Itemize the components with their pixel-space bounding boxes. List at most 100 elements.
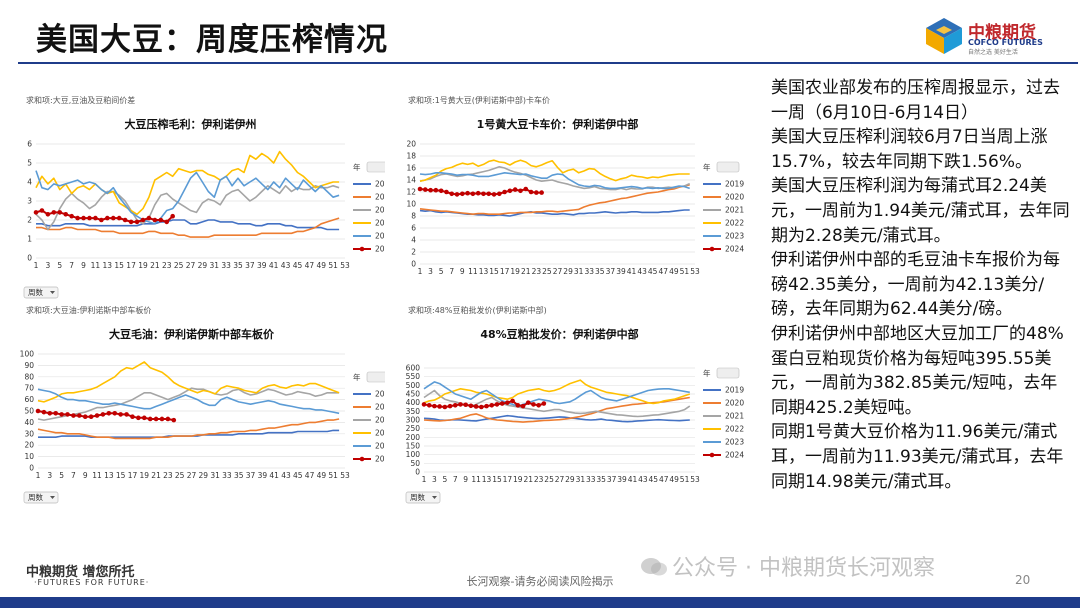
series-point-2024	[110, 215, 116, 221]
series-point-2024	[432, 403, 437, 409]
y-tick-label: 60	[24, 395, 34, 404]
legend-marker	[359, 456, 365, 462]
series-point-2024	[463, 402, 468, 408]
legend-filter-icon	[716, 161, 740, 173]
series-point-2024	[502, 189, 507, 195]
series-point-2024	[93, 215, 98, 221]
x-tick-label: 13	[479, 267, 489, 276]
week-filter-box	[405, 491, 441, 504]
legend-label: 2021	[375, 206, 385, 215]
series-point-2024	[505, 400, 510, 405]
page-title: 美国大豆：周度压榨情况	[36, 22, 388, 58]
series-line-2022	[37, 361, 340, 403]
legend-label: 2021	[725, 206, 744, 215]
series-point-2024	[94, 413, 100, 418]
y-tick-label: 0	[29, 464, 34, 473]
x-tick-label: 9	[81, 261, 86, 270]
x-tick-label: 47	[305, 261, 315, 270]
series-point-2024	[486, 191, 492, 197]
wechat-icon	[641, 558, 667, 576]
series-point-2024	[444, 189, 449, 195]
x-tick-label: 41	[627, 267, 637, 276]
x-tick-label: 9	[460, 267, 465, 276]
commentary-paragraph: 伊利诺伊州中部地区大豆加工厂的48%蛋白豆粕现货价格为每短吨395.55美元，一…	[771, 323, 1064, 418]
series-point-2024	[147, 416, 153, 422]
x-tick-label: 1	[418, 267, 423, 276]
x-tick-label: 41	[269, 471, 279, 480]
series-point-2024	[41, 409, 47, 415]
legend-filter-icon	[366, 371, 385, 383]
legend-title: 年	[353, 372, 361, 382]
series-point-2024	[158, 217, 164, 223]
x-tick-label: 43	[281, 261, 291, 270]
y-tick-label: 3	[27, 197, 32, 206]
series-point-2024	[153, 416, 159, 422]
series-point-2024	[69, 213, 74, 219]
x-tick-label: 13	[482, 475, 492, 484]
series-point-2024	[475, 190, 481, 196]
legend-marker	[709, 246, 715, 252]
risk-disclaimer: 长河观察-请务必阅读风险揭示	[466, 575, 614, 588]
x-tick-label: 23	[162, 261, 172, 270]
series-point-2024	[520, 403, 526, 409]
y-tick-label: 4	[27, 178, 32, 187]
x-tick-label: 5	[59, 471, 64, 480]
series-point-2024	[47, 410, 53, 416]
series-point-2024	[65, 412, 70, 417]
series-point-2024	[33, 210, 39, 215]
week-filter-box	[23, 491, 59, 504]
x-tick-label: 31	[574, 267, 584, 276]
series-point-2024	[77, 413, 82, 418]
y-tick-label: 0	[415, 468, 420, 477]
x-tick-label: 33	[222, 471, 232, 480]
week-filter-button[interactable]: 周数	[23, 286, 59, 299]
series-point-2024	[51, 210, 57, 215]
x-tick-label: 15	[492, 475, 502, 484]
logo-tagline: 自然之选 美好生活	[968, 49, 1018, 56]
footer-logo: 中粮期货 增您所托	[26, 565, 135, 580]
series-point-2024	[35, 408, 41, 414]
x-tick-label: 17	[126, 261, 136, 270]
x-tick-label: 43	[637, 267, 647, 276]
x-tick-label: 21	[521, 267, 531, 276]
legend-label: 2024	[375, 245, 385, 254]
y-tick-label: 18	[406, 152, 416, 161]
chart-title: 大豆毛油：伊利诺伊斯中部车板价	[109, 327, 275, 341]
series-point-2024	[491, 192, 497, 197]
x-tick-label: 49	[669, 267, 679, 276]
week-filter-label: 周数	[28, 287, 43, 297]
x-tick-label: 21	[151, 471, 161, 480]
x-tick-label: 49	[317, 471, 327, 480]
series-point-2024	[528, 189, 534, 195]
x-tick-label: 3	[432, 475, 437, 484]
x-tick-label: 37	[245, 261, 255, 270]
x-tick-label: 23	[532, 267, 542, 276]
x-tick-label: 27	[186, 261, 196, 270]
x-tick-label: 3	[45, 261, 50, 270]
y-tick-label: 500	[406, 381, 421, 390]
series-line-2020	[419, 184, 690, 215]
week-filter-button[interactable]: 周数	[23, 491, 59, 504]
series-point-2024	[465, 190, 470, 196]
y-tick-label: 6	[27, 140, 32, 149]
x-tick-label: 19	[138, 261, 148, 270]
x-tick-label: 15	[116, 471, 126, 480]
series-line-2020	[36, 217, 340, 238]
x-tick-label: 45	[293, 471, 303, 480]
chart-title: 48%豆粕批发价：伊利诺伊中部	[480, 327, 638, 341]
chart-soymeal-price: 求和项:48%豆粕批发价(伊利诺斯中部) 48%豆粕批发价：伊利诺伊中部 0 50 10…	[402, 302, 767, 507]
week-filter-label: 周数	[410, 492, 425, 502]
series-point-2024	[541, 401, 547, 406]
x-tick-label: 5	[442, 475, 447, 484]
series-point-2024	[130, 414, 135, 419]
y-tick-label: 80	[24, 372, 34, 381]
commentary-paragraph: 美国大豆压榨利润较6月7日当周上涨15.7%，较去年同期下跌1.56%。	[771, 127, 1048, 172]
y-tick-label: 0	[411, 260, 416, 269]
x-tick-label: 35	[234, 471, 244, 480]
week-filter-button[interactable]: 周数	[405, 491, 441, 504]
x-tick-label: 29	[563, 267, 573, 276]
series-point-2024	[152, 217, 158, 223]
y-tick-label: 40	[24, 418, 34, 427]
y-tick-label: 16	[406, 164, 416, 173]
x-tick-label: 33	[221, 261, 231, 270]
